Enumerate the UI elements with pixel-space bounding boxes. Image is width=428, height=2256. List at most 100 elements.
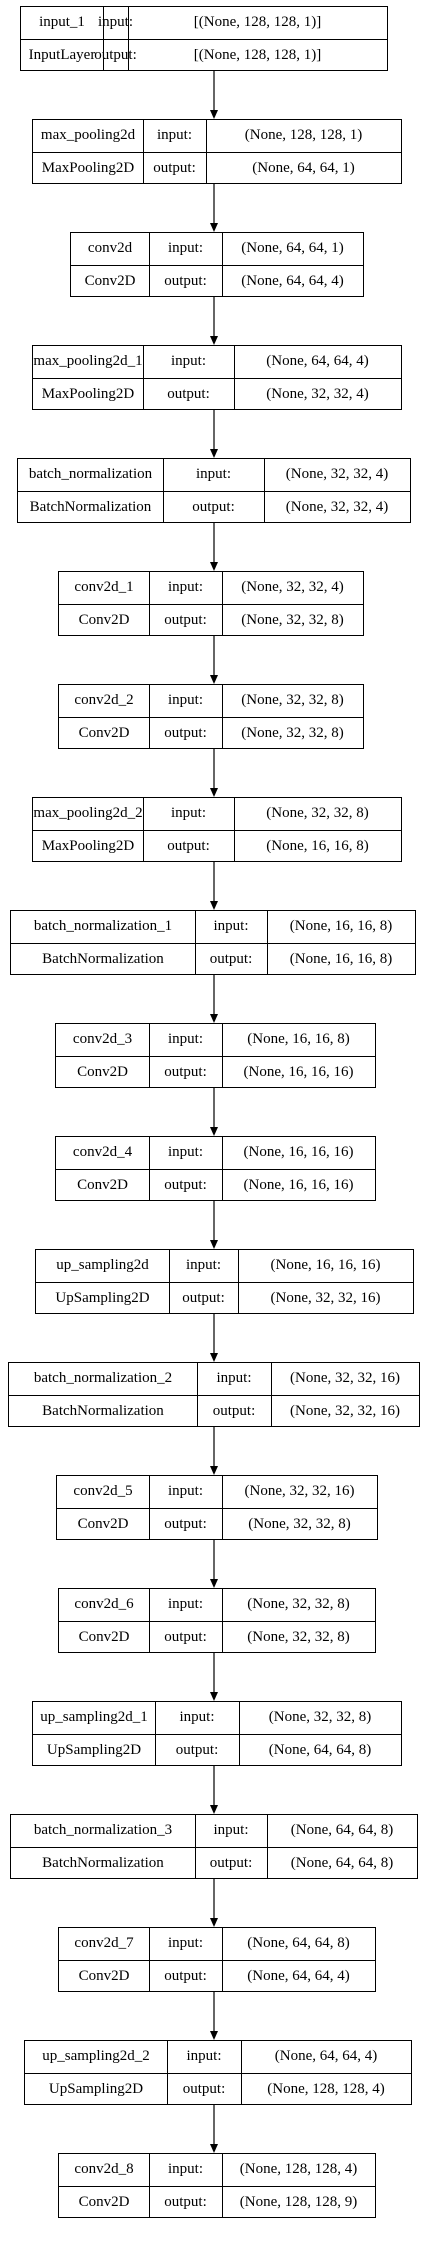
output-label: output: bbox=[155, 1734, 240, 1766]
output-label: output: bbox=[167, 2073, 242, 2105]
layer-input-row: conv2d_3 input: (None, 16, 16, 8) bbox=[56, 1024, 375, 1056]
layer-output-row: Conv2D output: (None, 16, 16, 16) bbox=[56, 1168, 375, 1201]
layer-output-row: MaxPooling2D output: (None, 32, 32, 4) bbox=[33, 377, 401, 410]
layer-node-conv2d-1: conv2d_1 input: (None, 32, 32, 4) Conv2D out… bbox=[58, 571, 364, 636]
layer-input-row: max_pooling2d input: (None, 128, 128, 1) bbox=[33, 120, 401, 152]
layer-input-row: max_pooling2d_1 input: (None, 64, 64, 4) bbox=[33, 346, 401, 378]
connector-arrow bbox=[210, 975, 218, 1023]
layer-node-conv2d-8: conv2d_8 input: (None, 128, 128, 4) Conv2D o… bbox=[58, 2153, 376, 2218]
input-shape: (None, 128, 128, 1) bbox=[244, 127, 363, 144]
connector-arrow bbox=[210, 749, 218, 797]
input-label: input: bbox=[149, 1137, 223, 1169]
layer-output-row: UpSampling2D output: (None, 128, 128, 4) bbox=[25, 2072, 411, 2105]
output-label: output: bbox=[149, 1169, 223, 1201]
input-label: input: bbox=[149, 1928, 223, 1960]
layer-node-conv2d-7: conv2d_7 input: (None, 64, 64, 8) Conv2D out… bbox=[58, 1927, 376, 1992]
input-label: input: bbox=[155, 1702, 240, 1734]
output-shape: (None, 128, 128, 4) bbox=[267, 2080, 385, 2097]
layer-input-row: conv2d_8 input: (None, 128, 128, 4) bbox=[59, 2154, 375, 2186]
input-shape: (None, 32, 32, 16) bbox=[290, 1370, 400, 1387]
layer-input-row: batch_normalization input: (None, 32, 32, … bbox=[18, 459, 410, 491]
layer-type: InputLayer bbox=[21, 39, 104, 71]
layer-type: Conv2D bbox=[59, 604, 150, 636]
layer-input-row: conv2d_6 input: (None, 32, 32, 8) bbox=[59, 1589, 375, 1621]
input-label: input: bbox=[149, 1024, 223, 1056]
layer-input-row: conv2d_2 input: (None, 32, 32, 8) bbox=[59, 685, 363, 717]
input-label: input: bbox=[149, 1589, 223, 1621]
input-label: input: bbox=[149, 572, 223, 604]
output-label: output: bbox=[149, 717, 223, 749]
connector-arrow bbox=[210, 636, 218, 684]
layer-type: Conv2D bbox=[71, 265, 150, 297]
connector-arrow bbox=[210, 71, 218, 119]
layer-name: conv2d_3 bbox=[56, 1024, 150, 1056]
output-label: output: bbox=[143, 830, 235, 862]
layer-type: Conv2D bbox=[57, 1508, 150, 1540]
layer-output-row: Conv2D output: (None, 32, 32, 8) bbox=[59, 716, 363, 749]
input-shape: (None, 64, 64, 8) bbox=[247, 1935, 350, 1952]
layer-input-row: batch_normalization_3 input: (None, 64, 64… bbox=[11, 1815, 417, 1847]
connector-arrow bbox=[210, 1201, 218, 1249]
layer-type: BatchNormalization bbox=[9, 1395, 198, 1427]
layer-node-input-1: input_1 input: [(None, 128, 128, 1)] InputL… bbox=[20, 6, 388, 71]
layer-node-conv2d-6: conv2d_6 input: (None, 32, 32, 8) Conv2D out… bbox=[58, 1588, 376, 1653]
layer-node-up-sampling2d-1: up_sampling2d_1 input: (None, 32, 32, 8) Up… bbox=[32, 1701, 402, 1766]
output-shape: (None, 16, 16, 8) bbox=[289, 950, 393, 967]
output-shape: (None, 16, 16, 16) bbox=[243, 1176, 354, 1193]
layer-input-row: up_sampling2d_2 input: (None, 64, 64, 4) bbox=[25, 2041, 411, 2073]
layer-node-up-sampling2d-2: up_sampling2d_2 input: (None, 64, 64, 4) Up… bbox=[24, 2040, 412, 2105]
connector-arrow bbox=[210, 523, 218, 571]
layer-output-row: BatchNormalization output: (None, 16, 16, … bbox=[11, 942, 415, 975]
layer-node-up-sampling2d: up_sampling2d input: (None, 16, 16, 16) UpS… bbox=[35, 1249, 414, 1314]
input-label: input: bbox=[143, 120, 207, 152]
output-label: output: bbox=[149, 2186, 223, 2218]
input-shape: (None, 32, 32, 8) bbox=[247, 1596, 350, 1613]
layer-type: Conv2D bbox=[59, 1960, 150, 1992]
layer-name: conv2d_4 bbox=[56, 1137, 150, 1169]
input-shape: (None, 32, 32, 16) bbox=[244, 1483, 355, 1500]
connector-arrow bbox=[210, 1540, 218, 1588]
connector-arrow bbox=[210, 1653, 218, 1701]
layer-name: batch_normalization_2 bbox=[9, 1363, 198, 1395]
layer-input-row: conv2d_4 input: (None, 16, 16, 16) bbox=[56, 1137, 375, 1169]
input-shape: (None, 16, 16, 8) bbox=[247, 1031, 350, 1048]
layer-node-max-pooling2d-1: max_pooling2d_1 input: (None, 64, 64, 4) Ma… bbox=[32, 345, 402, 410]
connector-arrow bbox=[210, 862, 218, 910]
output-label: output: bbox=[149, 1621, 223, 1653]
input-label: input: bbox=[167, 2041, 242, 2073]
layer-node-conv2d: conv2d input: (None, 64, 64, 1) Conv2D outpu… bbox=[70, 232, 364, 297]
connector-arrow bbox=[210, 1088, 218, 1136]
layer-type: BatchNormalization bbox=[18, 491, 164, 523]
layer-name: conv2d bbox=[71, 233, 150, 265]
input-label: input: bbox=[163, 459, 265, 491]
layer-type: MaxPooling2D bbox=[33, 378, 144, 410]
layer-type: MaxPooling2D bbox=[33, 152, 144, 184]
layer-type: UpSampling2D bbox=[36, 1282, 170, 1314]
output-label: output: bbox=[143, 152, 207, 184]
layer-node-conv2d-2: conv2d_2 input: (None, 32, 32, 8) Conv2D out… bbox=[58, 684, 364, 749]
layer-node-conv2d-3: conv2d_3 input: (None, 16, 16, 8) Conv2D out… bbox=[55, 1023, 376, 1088]
output-label: output: bbox=[195, 1847, 268, 1879]
connector-arrow bbox=[210, 2105, 218, 2153]
connector-arrow bbox=[210, 1314, 218, 1362]
input-label: input: bbox=[98, 7, 133, 39]
output-shape: (None, 128, 128, 9) bbox=[239, 2193, 358, 2210]
output-shape: (None, 64, 64, 8) bbox=[268, 1741, 372, 1758]
layer-output-row: UpSampling2D output: (None, 32, 32, 16) bbox=[36, 1281, 413, 1314]
layer-name: conv2d_1 bbox=[59, 572, 150, 604]
output-shape: (None, 64, 64, 1) bbox=[252, 159, 355, 176]
layer-type: Conv2D bbox=[59, 1621, 150, 1653]
output-shape: [(None, 128, 128, 1)] bbox=[193, 46, 322, 63]
layer-input-row: max_pooling2d_2 input: (None, 32, 32, 8) bbox=[33, 798, 401, 830]
output-shape: (None, 32, 32, 16) bbox=[290, 1402, 400, 1419]
layer-type: Conv2D bbox=[59, 717, 150, 749]
layer-name: conv2d_6 bbox=[59, 1589, 150, 1621]
layer-output-row: Conv2D output: (None, 32, 32, 8) bbox=[59, 1620, 375, 1653]
layer-type: Conv2D bbox=[56, 1056, 150, 1088]
input-shape: (None, 32, 32, 8) bbox=[241, 692, 344, 709]
output-label: output: bbox=[169, 1282, 239, 1314]
input-label: input: bbox=[195, 911, 268, 943]
output-label: output: bbox=[149, 604, 223, 636]
